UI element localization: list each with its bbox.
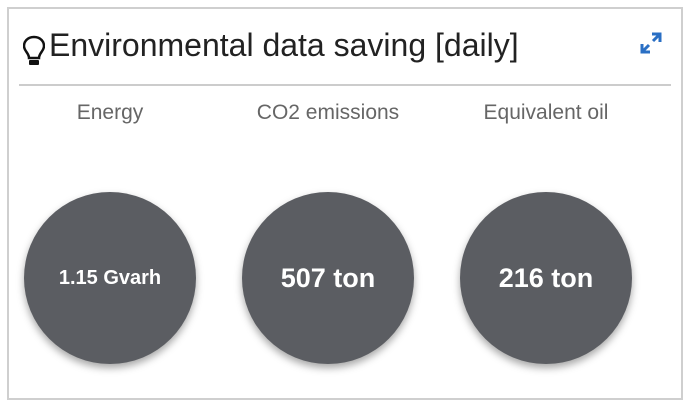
metric-value: 216 ton xyxy=(460,192,632,364)
widget-title: Environmental data saving [daily] xyxy=(49,27,519,63)
bulb-icon xyxy=(23,35,45,65)
widget-card: Environmental data saving [daily] Energy… xyxy=(7,7,683,400)
metric-label: CO2 emissions xyxy=(256,101,400,124)
metric-value: 1.15 Gvarh xyxy=(24,192,196,364)
divider xyxy=(19,84,671,86)
metric-label: Equivalent oil xyxy=(483,101,609,124)
expand-button[interactable] xyxy=(639,31,663,55)
metric-label: Energy xyxy=(76,101,144,124)
metric-value: 507 ton xyxy=(242,192,414,364)
